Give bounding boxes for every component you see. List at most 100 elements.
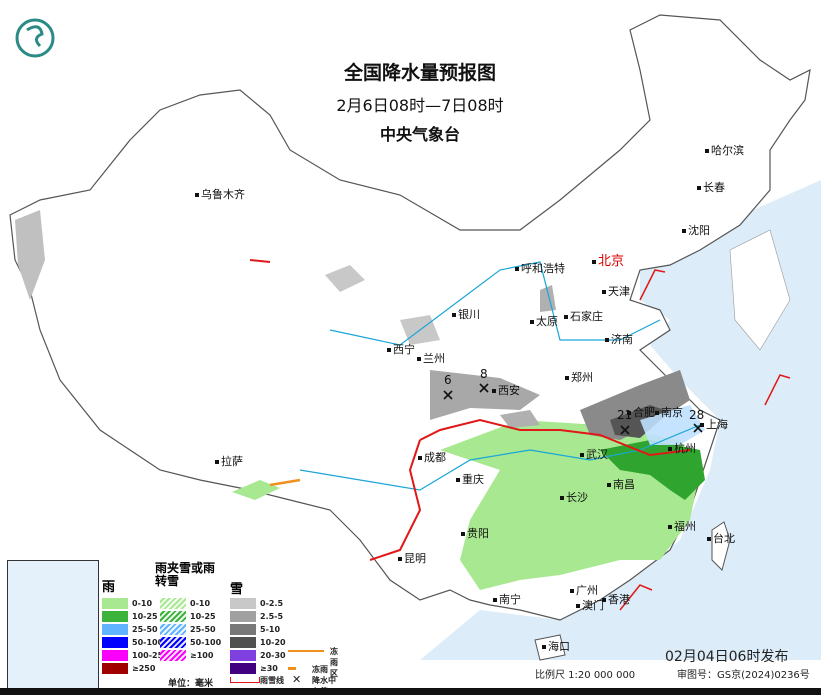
city-name: 武汉 [586,448,608,461]
city-label: 长沙 [560,489,588,505]
freezing-rain-line-swatch [288,650,324,652]
precip-center-value: 6 [444,373,452,387]
city-name: 广州 [576,584,598,597]
city-name: 哈尔滨 [711,144,744,157]
legend-swatch-snow [230,624,256,635]
city-dot-icon [215,460,219,464]
legend-unit: 单位：毫米 [168,679,214,689]
legend-swatch-rain [102,598,128,609]
legend-swatch-mixed [160,598,186,609]
cross-icon [620,425,630,435]
precip-center-value: 28 [689,408,705,422]
precip-center-value: 21 [617,408,633,422]
city-name: 济南 [611,333,633,346]
legend-label-rain: 0-10 [132,599,153,608]
legend-label-rain: ≥250 [132,664,156,673]
snow-area-anhui [580,370,690,440]
city-label: 西安 [492,382,520,398]
legend-snow-title: 雪 [230,582,244,597]
city-name: 澳门 [582,599,604,612]
city-dot-icon [697,186,701,190]
city-name: 西宁 [393,343,415,356]
bottom-border [0,688,821,695]
city-label: 乌鲁木齐 [195,186,245,202]
city-label: 兰州 [417,350,445,366]
legend-orange-line-label: 冻雨区 [330,647,338,678]
legend-label-snow: ≥30 [260,664,278,673]
city-label: 南宁 [493,591,521,607]
snow-area-shaanxi [430,370,540,420]
city-label: 台北 [707,530,735,546]
city-dot-icon [602,598,606,602]
forecast-period: 2月6日08时—7日08时 [336,96,504,115]
city-name: 香港 [608,593,630,606]
city-label: 济南 [605,331,633,347]
wind-flag [619,584,653,611]
legend-label-rain: 10-25 [132,612,158,621]
cross-icon: ✕ [292,673,302,686]
city-dot-icon [565,376,569,380]
city-dot-icon [564,315,568,319]
taiwan [711,521,731,571]
city-name: 兰州 [423,352,445,365]
legend-label-mixed: 10-25 [190,612,216,621]
city-name: 合肥 [633,406,655,419]
city-label: 南昌 [607,476,635,492]
legend-swatch-snow [230,650,256,661]
legend-mixed-title: 雨夹雪或雨转雪 [155,561,216,588]
city-name: 杭州 [674,442,696,455]
city-name: 长沙 [566,491,588,504]
city-label: 北京 [592,250,624,269]
map-approval-number: 审图号：GS京(2024)0236号 [677,670,810,681]
city-name: 南京 [661,406,683,419]
rain-snow-line [369,418,691,561]
snow-area-inner [325,265,365,292]
city-name: 拉萨 [221,455,243,468]
city-name: 昆明 [404,552,426,565]
legend-rain-title: 雨 [102,580,116,595]
legend-swatch-rain [102,637,128,648]
city-name: 上海 [706,418,728,431]
legend-swatch-snow [230,637,256,648]
city-label: 广州 [570,582,598,598]
city-label: 南京 [655,404,683,420]
city-dot-icon [452,313,456,317]
snow-area-shanxi [540,285,556,312]
city-name: 南昌 [613,478,635,491]
city-name: 福州 [674,520,696,533]
legend-swatch-mixed [160,611,186,622]
city-label: 上海 [700,416,728,432]
legend-label-mixed: 25-50 [190,625,216,634]
rain-10-25-area [600,440,705,500]
city-name: 重庆 [462,473,484,486]
city-label: 杭州 [668,440,696,456]
precip-center-value: 8 [480,367,488,381]
wind-flag [764,374,791,406]
city-name: 银川 [458,308,480,321]
city-label: 澳门 [576,597,604,613]
yangtze-river [299,424,701,491]
city-label: 成都 [418,449,446,465]
legend-swatch-mixed [160,624,186,635]
map-title: 全国降水量预报图 [343,62,496,84]
freezing-rain-line [269,478,301,487]
city-dot-icon [627,411,631,415]
city-dot-icon [605,338,609,342]
legend-swatch-snow [230,598,256,609]
city-name: 南宁 [499,593,521,606]
snow-area-west [15,210,45,300]
legend-swatch-mixed [160,650,186,661]
city-dot-icon [418,456,422,460]
city-label: 重庆 [456,471,484,487]
legend-label-mixed: 0-10 [190,599,211,608]
city-dot-icon [398,557,402,561]
city-dot-icon [668,447,672,451]
issue-time: 02月04日06时发布 [665,649,789,665]
city-label: 福州 [668,518,696,534]
legend-swatch-rain [102,624,128,635]
city-label: 长春 [697,179,725,195]
city-name: 西安 [498,384,520,397]
legend-swatch-rain [102,663,128,674]
city-dot-icon [655,411,659,415]
